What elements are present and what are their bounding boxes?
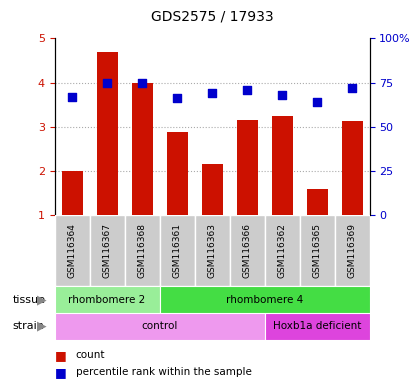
Text: rhombomere 2: rhombomere 2 [68,295,146,305]
Text: tissue: tissue [13,295,46,305]
Point [314,99,320,105]
Bar [55,286,160,313]
Text: GSM116361: GSM116361 [173,223,181,278]
Bar [230,215,265,286]
Bar [194,215,230,286]
Bar [236,120,257,215]
Text: GSM116369: GSM116369 [348,223,357,278]
Point [69,94,76,100]
Bar [160,286,370,313]
Text: GSM116363: GSM116363 [207,223,217,278]
Bar [125,215,160,286]
Bar [62,171,83,215]
Bar [265,215,299,286]
Text: count: count [76,350,105,360]
Point [174,95,181,101]
Text: GSM116364: GSM116364 [68,223,76,278]
Bar [202,164,223,215]
Bar [89,215,125,286]
Bar [265,313,370,340]
Point [279,92,286,98]
Bar [55,313,265,340]
Text: GSM116365: GSM116365 [312,223,322,278]
Point [209,90,215,96]
Bar [55,215,89,286]
Text: rhombomere 4: rhombomere 4 [226,295,303,305]
Text: ■: ■ [55,366,66,379]
Bar [97,51,118,215]
Bar [307,189,328,215]
Point [349,85,355,91]
Point [244,86,250,93]
Text: GSM116368: GSM116368 [138,223,147,278]
Bar [160,215,194,286]
Text: GDS2575 / 17933: GDS2575 / 17933 [151,9,273,23]
Bar [299,215,335,286]
Text: control: control [142,321,178,331]
Bar [335,215,370,286]
Text: ■: ■ [55,349,66,362]
Text: Hoxb1a deficient: Hoxb1a deficient [273,321,361,331]
Text: GSM116362: GSM116362 [278,223,286,278]
Bar [167,132,188,215]
Text: GSM116367: GSM116367 [102,223,112,278]
Bar [131,83,152,215]
Bar [272,116,293,215]
Text: GSM116366: GSM116366 [243,223,252,278]
Bar [341,121,362,215]
Text: ▶: ▶ [37,320,47,333]
Text: strain: strain [13,321,45,331]
Text: ▶: ▶ [37,293,47,306]
Text: percentile rank within the sample: percentile rank within the sample [76,367,252,377]
Point [104,79,110,86]
Point [139,79,145,86]
